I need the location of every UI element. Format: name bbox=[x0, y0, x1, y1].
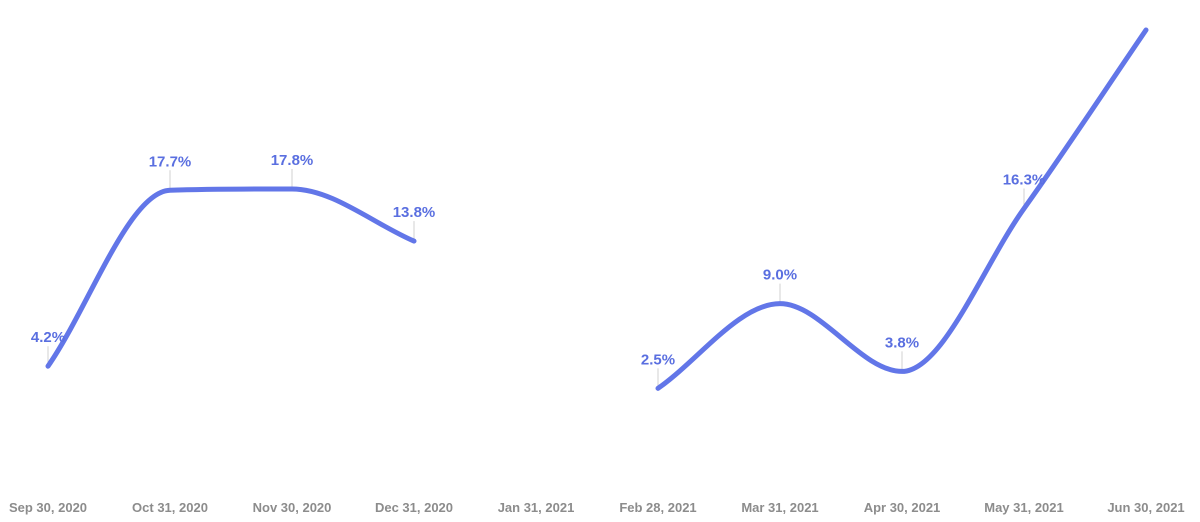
x-tick-label: Mar 31, 2021 bbox=[741, 500, 818, 515]
x-tick-label: Nov 30, 2020 bbox=[253, 500, 332, 515]
data-label: 13.8% bbox=[393, 204, 436, 221]
data-label: 2.5% bbox=[641, 351, 675, 368]
data-label: 17.8% bbox=[271, 152, 314, 169]
x-tick-label: Apr 30, 2021 bbox=[864, 500, 941, 515]
x-tick-label: Jan 31, 2021 bbox=[498, 500, 575, 515]
data-label: 16.3% bbox=[1003, 172, 1046, 189]
x-tick-label: Jun 30, 2021 bbox=[1107, 500, 1184, 515]
data-label: 3.8% bbox=[885, 334, 919, 351]
x-tick-label: Dec 31, 2020 bbox=[375, 500, 453, 515]
series-line bbox=[45, 186, 417, 369]
data-label: 17.7% bbox=[149, 153, 192, 170]
x-tick-label: Oct 31, 2020 bbox=[132, 500, 208, 515]
x-tick-label: May 31, 2021 bbox=[984, 500, 1064, 515]
series-line bbox=[655, 27, 1149, 391]
x-tick-label: Sep 30, 2020 bbox=[9, 500, 87, 515]
data-label: 9.0% bbox=[763, 267, 797, 284]
x-tick-label: Feb 28, 2021 bbox=[619, 500, 696, 515]
data-label: 4.2% bbox=[31, 329, 65, 346]
